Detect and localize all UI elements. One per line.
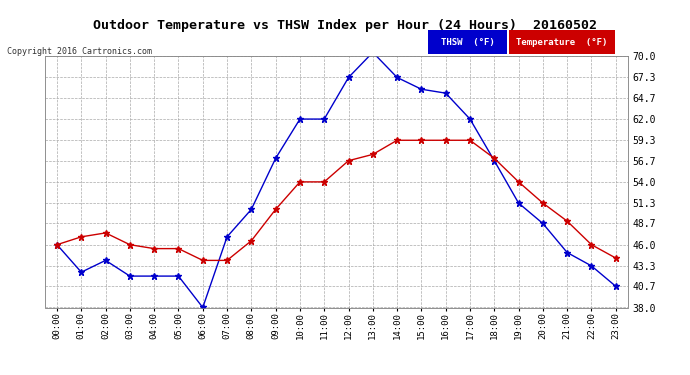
Text: Temperature  (°F): Temperature (°F) xyxy=(516,38,608,47)
Text: THSW  (°F): THSW (°F) xyxy=(441,38,494,47)
Text: Copyright 2016 Cartronics.com: Copyright 2016 Cartronics.com xyxy=(7,47,152,56)
Text: Outdoor Temperature vs THSW Index per Hour (24 Hours)  20160502: Outdoor Temperature vs THSW Index per Ho… xyxy=(93,19,597,32)
